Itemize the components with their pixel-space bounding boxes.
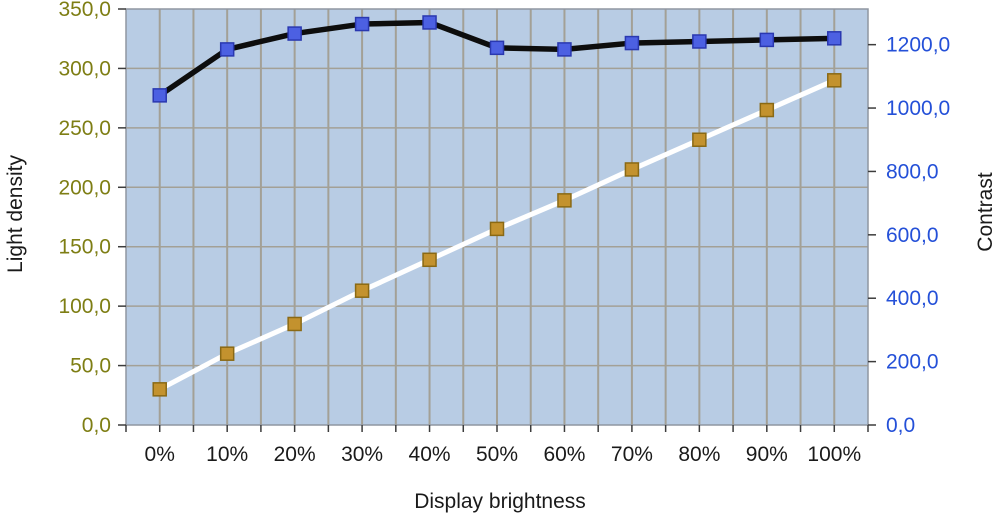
data-point-marker-light-density	[624, 162, 640, 177]
data-point-marker-light-density	[827, 73, 842, 88]
data-point-marker-contrast	[827, 31, 842, 46]
left-axis-tick-label: 0,0	[82, 414, 111, 437]
data-point-marker-light-density	[219, 346, 235, 361]
left-axis-tick-label: 200,0	[58, 176, 111, 199]
data-point-marker-light-density	[152, 382, 167, 397]
right-axis-title: Contrast	[974, 172, 997, 252]
left-axis-tick-label: 250,0	[58, 117, 111, 140]
data-point-marker-contrast	[692, 34, 707, 49]
x-axis-tick-label: 60%	[543, 443, 585, 466]
x-axis-tick-label: 70%	[611, 443, 653, 466]
data-point-marker-contrast	[422, 15, 437, 30]
data-point-marker-contrast	[287, 26, 302, 41]
right-axis-tick-label: 1200,0	[886, 34, 950, 57]
x-axis-title: Display brightness	[414, 490, 586, 513]
right-axis-tick-label: 1000,0	[886, 97, 950, 120]
data-point-marker-contrast	[624, 35, 640, 51]
data-point-marker-light-density	[759, 102, 775, 118]
x-axis-tick-label: 80%	[678, 443, 720, 466]
right-axis-tick-label: 200,0	[886, 351, 939, 374]
right-axis-tick-label: 0,0	[886, 414, 915, 437]
x-axis-tick-label: 10%	[206, 443, 248, 466]
data-point-marker-light-density	[557, 193, 572, 208]
left-axis-tick-label: 350,0	[58, 0, 111, 21]
x-axis-tick-label: 40%	[409, 443, 451, 466]
data-point-marker-light-density	[354, 283, 370, 298]
x-axis-tick-label: 100%	[807, 443, 861, 466]
data-point-marker-contrast	[354, 16, 370, 32]
data-point-marker-contrast	[557, 42, 572, 57]
data-point-marker-contrast	[489, 40, 505, 56]
data-point-marker-light-density	[422, 252, 437, 268]
data-point-marker-light-density	[287, 316, 302, 332]
x-axis-tick-label: 20%	[274, 443, 316, 466]
right-axis-tick-label: 400,0	[886, 287, 939, 310]
data-point-marker-contrast	[219, 42, 235, 57]
x-axis-tick-label: 90%	[746, 443, 788, 466]
right-axis-tick-label: 600,0	[886, 224, 939, 247]
data-point-marker-contrast	[152, 88, 167, 103]
left-axis-tick-label: 100,0	[58, 295, 111, 318]
x-axis-tick-label: 50%	[476, 443, 518, 466]
x-axis-tick-label: 30%	[341, 443, 383, 466]
data-point-marker-light-density	[489, 221, 505, 237]
left-axis-tick-label: 50,0	[70, 355, 111, 378]
left-axis-title: Light density	[4, 155, 27, 273]
left-axis-tick-label: 300,0	[58, 57, 111, 80]
data-point-marker-light-density	[692, 132, 707, 147]
data-point-marker-contrast	[759, 32, 775, 48]
left-axis-tick-label: 150,0	[58, 236, 111, 259]
x-axis-tick-label: 0%	[145, 443, 175, 466]
right-axis-tick-label: 800,0	[886, 160, 939, 183]
